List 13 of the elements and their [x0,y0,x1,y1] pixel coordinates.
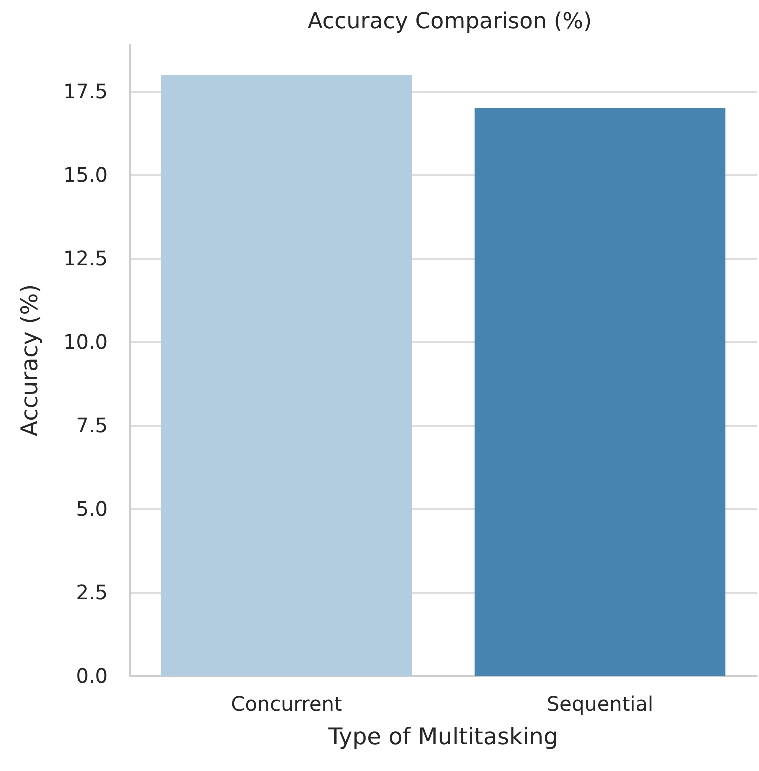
y-tick-label: 5.0 [76,497,108,522]
x-axis-title: Type of Multitasking [328,724,558,750]
y-tick-label: 17.5 [63,80,108,104]
y-tick-label: 10.0 [63,330,108,354]
x-tick-label: Concurrent [231,692,342,716]
y-tick-label: 12.5 [63,246,108,271]
y-tick-label: 7.5 [76,414,108,438]
y-tick-label: 2.5 [76,580,108,605]
x-tick-label: Sequential [546,692,654,716]
y-tick-label: 15.0 [63,163,108,188]
y-tick-label: 0.0 [76,664,108,688]
y-axis-title: Accuracy (%) [18,284,44,437]
chart-title: Accuracy Comparison (%) [308,10,592,34]
